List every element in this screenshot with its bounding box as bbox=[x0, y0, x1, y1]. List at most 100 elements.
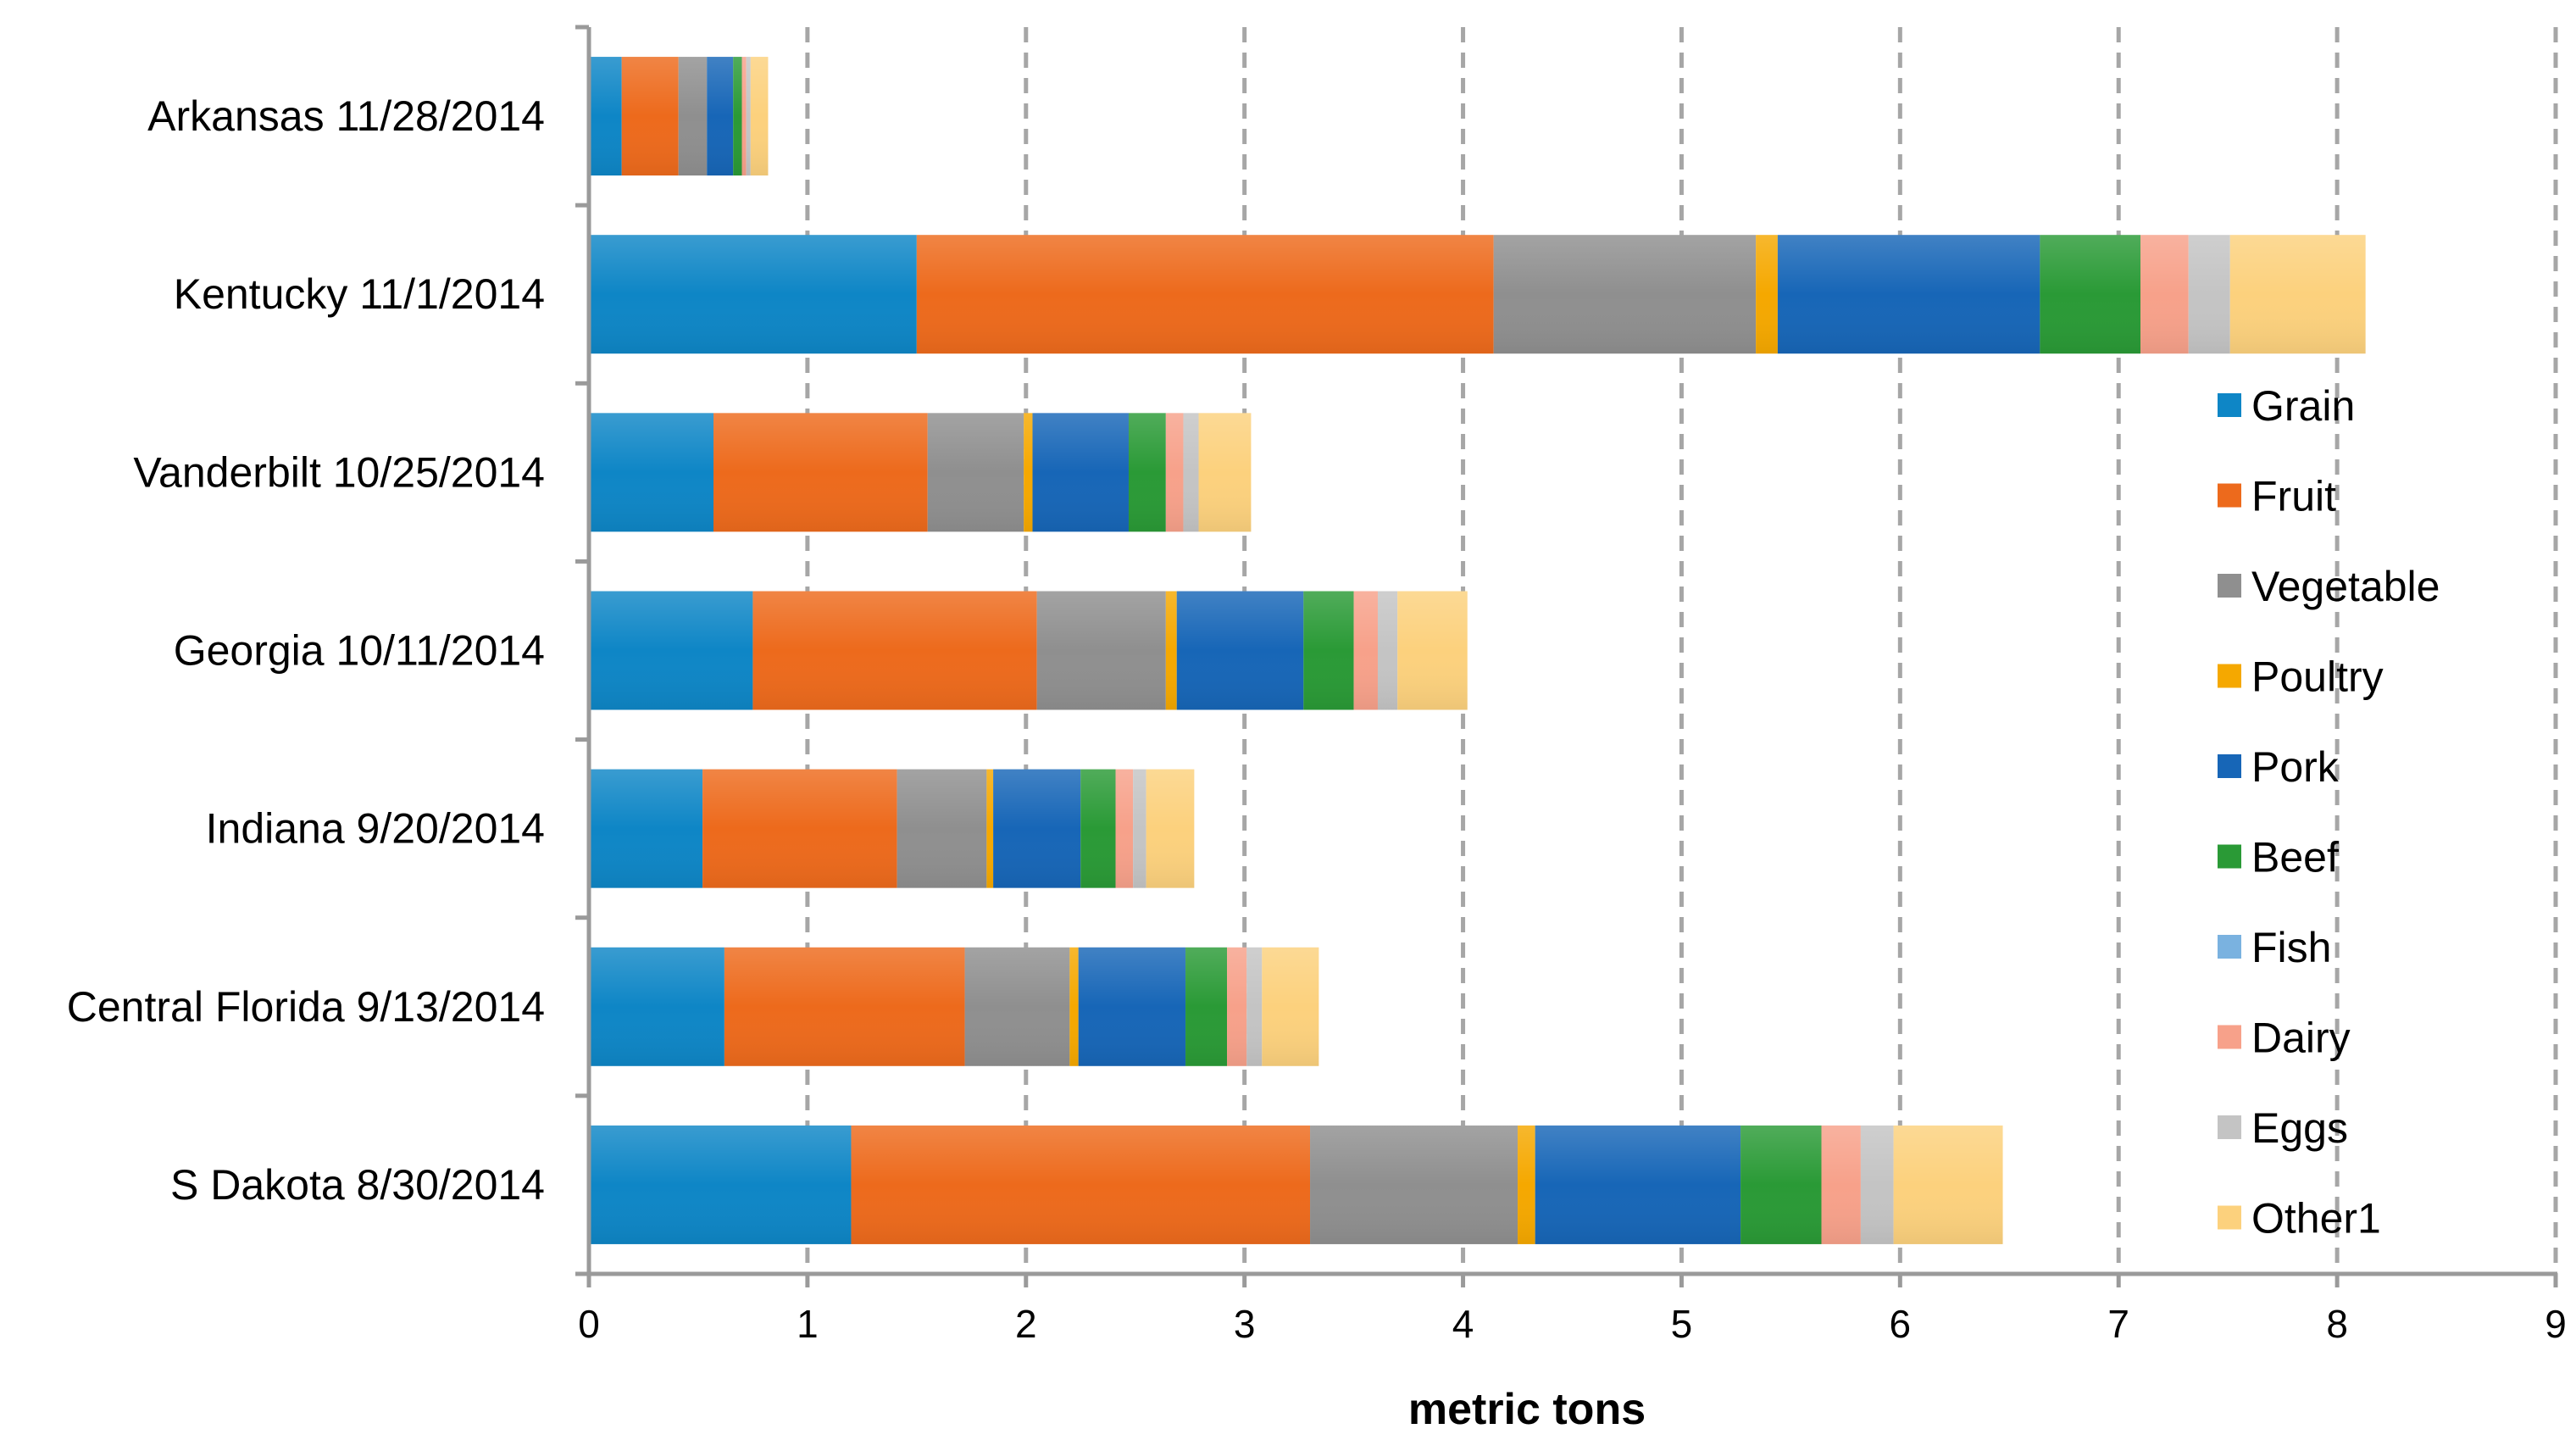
bar-shade-indiana-9-20-2014-beef bbox=[1080, 769, 1116, 888]
bar-shade-georgia-10-11-2014-beef bbox=[1303, 591, 1354, 710]
bar-shade-georgia-10-11-2014-other1 bbox=[1397, 591, 1468, 710]
bar-shade-georgia-10-11-2014-poultry bbox=[1165, 591, 1177, 710]
bar-shade-s-dakota-8-30-2014-dairy bbox=[1821, 1125, 1861, 1244]
category-labels: Arkansas 11/28/2014 Kentucky 11/1/2014 Van… bbox=[67, 92, 545, 1209]
x-axis-title: metric tons bbox=[1408, 1385, 1646, 1434]
bar-shade-s-dakota-8-30-2014-grain bbox=[589, 1125, 852, 1244]
category-label: Vanderbilt 10/25/2014 bbox=[133, 448, 545, 496]
bar-shade-central-florida-9-13-2014-other1 bbox=[1262, 947, 1319, 1066]
x-tick-label-3: 3 bbox=[1234, 1302, 1256, 1346]
bar-shade-vanderbilt-10-25-2014-other1 bbox=[1198, 413, 1252, 532]
bar-shade-indiana-9-20-2014-dairy bbox=[1115, 769, 1134, 888]
bar-shade-vanderbilt-10-25-2014-beef bbox=[1128, 413, 1166, 532]
bar-shade-central-florida-9-13-2014-grain bbox=[589, 947, 724, 1066]
bar-shade-vanderbilt-10-25-2014-pork bbox=[1032, 413, 1129, 532]
category-label: Arkansas 11/28/2014 bbox=[147, 92, 545, 140]
bar-shade-arkansas-11-28-2014-other1 bbox=[750, 57, 769, 176]
legend-swatch-dairy bbox=[2218, 1025, 2241, 1049]
axes bbox=[575, 25, 2558, 1287]
bar-shade-georgia-10-11-2014-dairy bbox=[1353, 591, 1378, 710]
bar-shade-central-florida-9-13-2014-fruit bbox=[724, 947, 965, 1066]
bar-shade-vanderbilt-10-25-2014-fruit bbox=[713, 413, 928, 532]
legend-swatch-eggs bbox=[2218, 1115, 2241, 1139]
legend-label-beef: Beef bbox=[2251, 834, 2339, 881]
legend: Grain Fruit Vegetable Poultry Pork Beef Fish Da… bbox=[2218, 382, 2440, 1243]
category-label: Indiana 9/20/2014 bbox=[206, 805, 545, 853]
bar-shade-kentucky-11-1-2014-beef bbox=[2040, 235, 2141, 354]
bar-shade-arkansas-11-28-2014-eggs bbox=[746, 57, 751, 176]
bar-shade-vanderbilt-10-25-2014-grain bbox=[589, 413, 713, 532]
bar-shade-s-dakota-8-30-2014-eggs bbox=[1860, 1125, 1894, 1244]
x-tick-label-1: 1 bbox=[797, 1302, 819, 1346]
legend-swatch-fruit bbox=[2218, 483, 2241, 508]
x-tick-label-2: 2 bbox=[1015, 1302, 1037, 1346]
bar-shade-central-florida-9-13-2014-eggs bbox=[1246, 947, 1263, 1066]
x-tick-label-5: 5 bbox=[1671, 1302, 1693, 1346]
bar-shade-kentucky-11-1-2014-eggs bbox=[2188, 235, 2230, 354]
x-tick-label-6: 6 bbox=[1890, 1302, 1912, 1346]
x-tick-label-4: 4 bbox=[1452, 1302, 1474, 1346]
bar-shade-vanderbilt-10-25-2014-poultry bbox=[1024, 413, 1033, 532]
bar-shade-central-florida-9-13-2014-vegetable bbox=[964, 947, 1070, 1066]
bar-shade-arkansas-11-28-2014-vegetable bbox=[678, 57, 708, 176]
x-tick-label-7: 7 bbox=[2107, 1302, 2129, 1346]
bar-shade-s-dakota-8-30-2014-other1 bbox=[1893, 1125, 2003, 1244]
bar-shade-kentucky-11-1-2014-grain bbox=[589, 235, 917, 354]
legend-label-dairy: Dairy bbox=[2251, 1015, 2351, 1062]
bar-shade-arkansas-11-28-2014-fruit bbox=[621, 57, 679, 176]
bar-shade-kentucky-11-1-2014-vegetable bbox=[1493, 235, 1757, 354]
legend-swatch-vegetable bbox=[2218, 574, 2241, 598]
bar-shade-central-florida-9-13-2014-pork bbox=[1078, 947, 1186, 1066]
bar-shade-indiana-9-20-2014-poultry bbox=[986, 769, 994, 888]
legend-label-vegetable: Vegetable bbox=[2251, 563, 2440, 610]
legend-label-fruit: Fruit bbox=[2251, 473, 2336, 520]
bars bbox=[589, 57, 2366, 1244]
bar-shade-central-florida-9-13-2014-beef bbox=[1185, 947, 1228, 1066]
legend-swatch-grain bbox=[2218, 393, 2241, 417]
bar-shade-arkansas-11-28-2014-pork bbox=[707, 57, 734, 176]
bar-shade-kentucky-11-1-2014-pork bbox=[1777, 235, 2040, 354]
legend-label-poultry: Poultry bbox=[2251, 653, 2384, 701]
bar-shade-kentucky-11-1-2014-fruit bbox=[916, 235, 1494, 354]
bar-shade-vanderbilt-10-25-2014-eggs bbox=[1183, 413, 1199, 532]
bar-shade-kentucky-11-1-2014-other1 bbox=[2229, 235, 2366, 354]
bar-shade-s-dakota-8-30-2014-poultry bbox=[1518, 1125, 1535, 1244]
x-tick-label-8: 8 bbox=[2326, 1302, 2348, 1346]
legend-swatch-other1 bbox=[2218, 1205, 2241, 1230]
legend-label-pork: Pork bbox=[2251, 743, 2340, 791]
category-label: Central Florida 9/13/2014 bbox=[67, 983, 545, 1031]
bar-shade-indiana-9-20-2014-eggs bbox=[1133, 769, 1146, 888]
category-label: Georgia 10/11/2014 bbox=[174, 627, 545, 675]
bar-shade-indiana-9-20-2014-pork bbox=[993, 769, 1081, 888]
legend-swatch-poultry bbox=[2218, 664, 2241, 688]
category-label: S Dakota 8/30/2014 bbox=[170, 1161, 545, 1209]
legend-label-other1: Other1 bbox=[2251, 1195, 2381, 1243]
category-label: Kentucky 11/1/2014 bbox=[174, 270, 545, 318]
bar-shade-georgia-10-11-2014-grain bbox=[589, 591, 753, 710]
x-tick-label-0: 0 bbox=[578, 1302, 600, 1346]
bar-shade-arkansas-11-28-2014-beef bbox=[733, 57, 742, 176]
legend-swatch-fish bbox=[2218, 935, 2241, 959]
bar-shade-vanderbilt-10-25-2014-vegetable bbox=[927, 413, 1024, 532]
legend-swatch-beef bbox=[2218, 844, 2241, 869]
bar-shade-indiana-9-20-2014-grain bbox=[589, 769, 703, 888]
bar-shade-s-dakota-8-30-2014-beef bbox=[1740, 1125, 1822, 1244]
legend-swatch-pork bbox=[2218, 754, 2241, 778]
bar-shade-central-florida-9-13-2014-poultry bbox=[1069, 947, 1079, 1066]
bar-shade-arkansas-11-28-2014-grain bbox=[589, 57, 622, 176]
bar-shade-arkansas-11-28-2014-dairy bbox=[741, 57, 747, 176]
bar-shade-s-dakota-8-30-2014-vegetable bbox=[1310, 1125, 1518, 1244]
bar-shade-georgia-10-11-2014-fruit bbox=[752, 591, 1037, 710]
bar-shade-s-dakota-8-30-2014-fruit bbox=[851, 1125, 1311, 1244]
bar-shade-indiana-9-20-2014-fruit bbox=[702, 769, 897, 888]
legend-label-grain: Grain bbox=[2251, 382, 2355, 430]
bar-shade-georgia-10-11-2014-eggs bbox=[1377, 591, 1398, 710]
bar-shade-kentucky-11-1-2014-dairy bbox=[2140, 235, 2189, 354]
bar-shade-georgia-10-11-2014-pork bbox=[1176, 591, 1304, 710]
bar-shade-s-dakota-8-30-2014-pork bbox=[1535, 1125, 1741, 1244]
x-tick-label-9: 9 bbox=[2545, 1302, 2567, 1346]
x-tick-labels: 0 1 2 3 4 5 6 7 8 9 bbox=[578, 1302, 2567, 1346]
bar-shade-indiana-9-20-2014-vegetable bbox=[897, 769, 987, 888]
bar-shade-georgia-10-11-2014-vegetable bbox=[1036, 591, 1166, 710]
